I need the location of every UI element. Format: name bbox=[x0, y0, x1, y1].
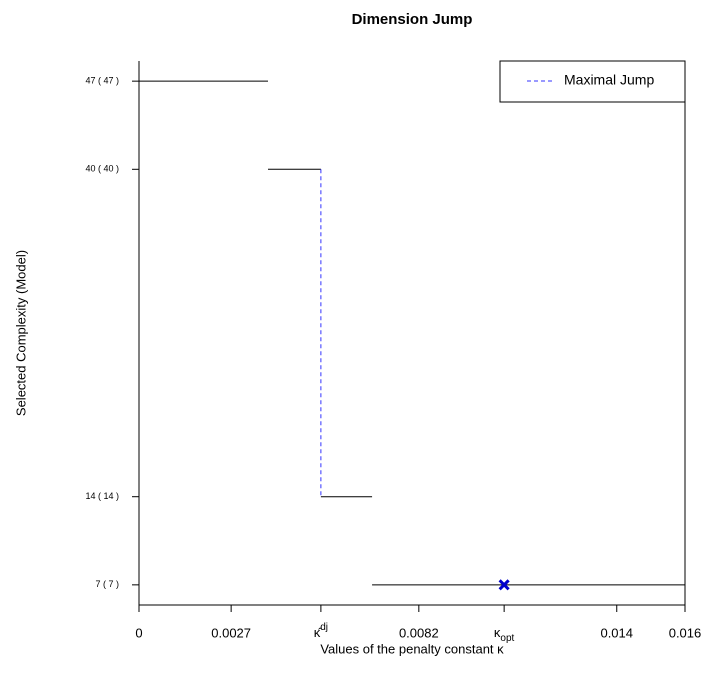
x-tick-label-sub: opt bbox=[500, 633, 514, 644]
chart-title: Dimension Jump bbox=[352, 11, 473, 28]
x-tick-label: 0.014 bbox=[600, 625, 633, 640]
x-tick-label-main: κ bbox=[494, 625, 501, 640]
x-tick-label: κopt bbox=[494, 625, 515, 643]
x-axis-label: Values of the penalty constant κ bbox=[320, 641, 504, 656]
y-axis-label: Selected Complexity (Model) bbox=[13, 250, 28, 416]
y-tick-label: 47 ( 47 ) bbox=[85, 76, 119, 86]
optimum-marker bbox=[498, 579, 510, 591]
x-tick-label: 0.0027 bbox=[211, 625, 251, 640]
x-tick-label: κ̂dj bbox=[314, 622, 328, 641]
x-tick-label: 0.016 bbox=[669, 625, 702, 640]
x-tick-label-sup: dj bbox=[320, 622, 328, 633]
y-tick-label: 40 ( 40 ) bbox=[85, 164, 119, 174]
x-tick-label-main: κ̂ bbox=[314, 625, 324, 640]
y-tick-label: 14 ( 14 ) bbox=[85, 491, 119, 501]
y-tick-label: 7 ( 7 ) bbox=[95, 579, 119, 589]
x-tick-label: 0.0082 bbox=[399, 625, 439, 640]
x-tick-label: 0 bbox=[135, 625, 142, 640]
legend-label: Maximal Jump bbox=[564, 72, 654, 88]
